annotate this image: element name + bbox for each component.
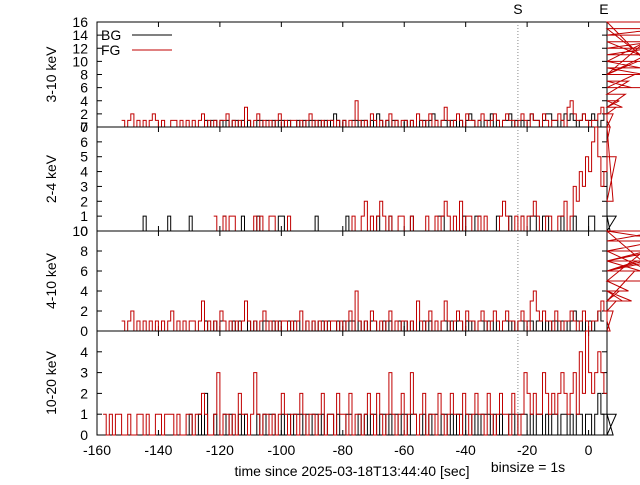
- x-tick-label: -20: [517, 442, 537, 458]
- y-tick-label: 12: [72, 40, 88, 56]
- x-tick-label: -40: [456, 442, 476, 458]
- y-tick-label: 4: [80, 164, 88, 180]
- binsize-label: binsize = 1s: [491, 459, 565, 475]
- y-tick-label: 0: [80, 323, 88, 339]
- x-tick-label: -60: [394, 442, 414, 458]
- x-tick-label: 0: [585, 442, 593, 458]
- y-tick-label: 1: [80, 208, 88, 224]
- y-tick-label: 8: [80, 243, 88, 259]
- y-axis-label: 4-10 keV: [43, 252, 59, 309]
- x-axis-label: time since 2025-03-18T13:44:40 [sec]: [234, 463, 469, 479]
- legend-label-bg: BG: [101, 27, 121, 43]
- y-tick-label: 2: [80, 385, 88, 401]
- y-axis-label: 10-20 keV: [43, 350, 59, 414]
- y-tick-label: 2: [80, 303, 88, 319]
- y-tick-label: 10: [72, 53, 88, 69]
- y-tick-label: 4: [80, 283, 88, 299]
- x-tick-label: -100: [267, 442, 295, 458]
- y-tick-label: 0: [80, 119, 88, 135]
- x-tick-label: -120: [206, 442, 234, 458]
- legend-label-fg: FG: [101, 42, 120, 58]
- y-tick-label: 0: [80, 427, 88, 443]
- x-tick-label: -160: [83, 442, 111, 458]
- y-tick-label: 0: [80, 223, 88, 239]
- y-tick-label: 1: [80, 406, 88, 422]
- y-tick-label: 14: [72, 27, 88, 43]
- y-tick-label: 6: [80, 263, 88, 279]
- marker-label-s: S: [513, 1, 522, 17]
- y-axis-label: 3-10 keV: [43, 46, 59, 103]
- y-tick-label: 3: [80, 365, 88, 381]
- bg-series-2: [140, 215, 618, 232]
- x-tick-label: -140: [144, 442, 172, 458]
- y-axis-label: 2-4 keV: [43, 154, 59, 203]
- x-tick-label: -80: [333, 442, 353, 458]
- panel-frame-2: [96, 126, 608, 232]
- y-tick-label: 4: [80, 344, 88, 360]
- y-tick-label: 3: [80, 178, 88, 194]
- y-tick-label: 2: [80, 193, 88, 209]
- fg-series-3: [121, 230, 640, 332]
- y-tick-label: 8: [80, 67, 88, 83]
- y-tick-label: 6: [80, 134, 88, 150]
- fg-series-1: [121, 21, 640, 128]
- y-tick-label: 6: [80, 80, 88, 96]
- marker-label-e: E: [599, 1, 608, 17]
- y-tick-label: 16: [72, 14, 88, 30]
- y-tick-label: 5: [80, 149, 88, 165]
- fg-series-4: [103, 330, 607, 436]
- panel-frame-1: [96, 21, 608, 128]
- fg-series-2: [213, 126, 617, 232]
- y-tick-label: 2: [80, 106, 88, 122]
- y-tick-label: 10: [72, 223, 88, 239]
- y-tick-label: 7: [80, 119, 88, 135]
- y-tick-label: 4: [80, 93, 88, 109]
